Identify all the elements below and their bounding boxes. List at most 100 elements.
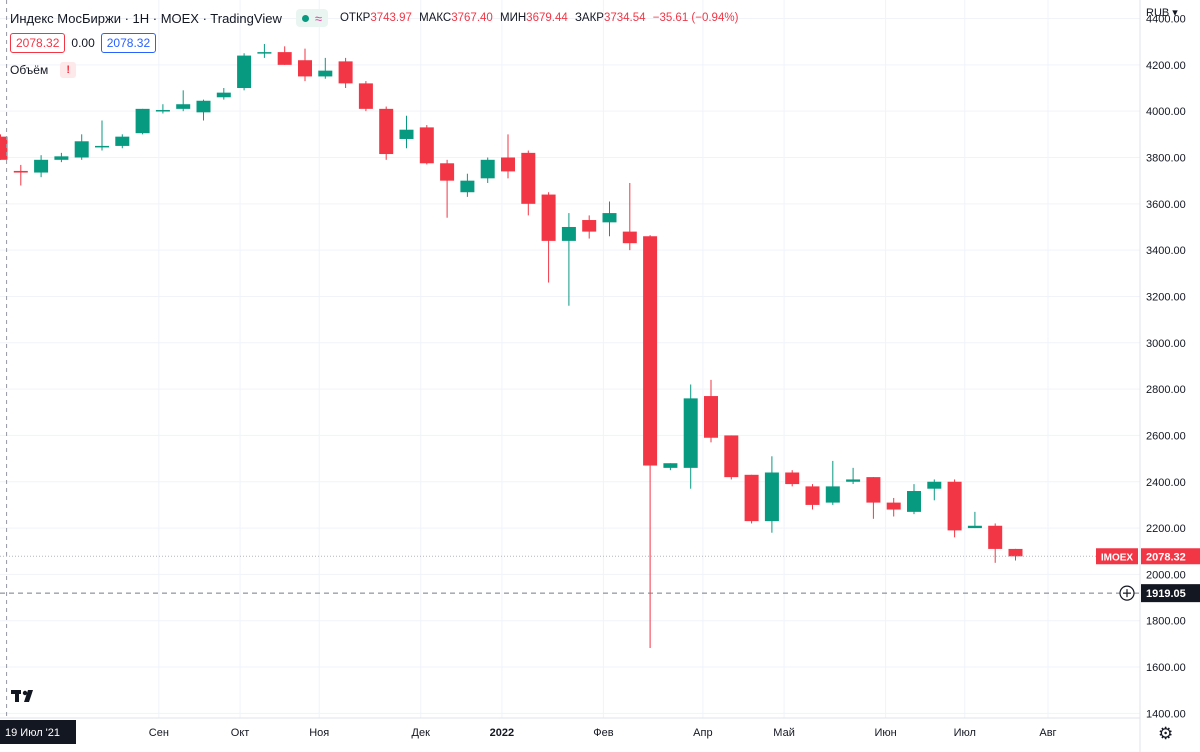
candle-body[interactable] — [561, 226, 576, 241]
candle-body[interactable] — [643, 236, 658, 466]
candle-body[interactable] — [237, 55, 252, 89]
currency-label: RUB — [1146, 6, 1170, 19]
close-label: ЗАКР — [574, 12, 604, 24]
symbol-label: IMOEX — [1101, 552, 1134, 563]
candle-body[interactable] — [176, 104, 191, 109]
candle-body[interactable] — [13, 170, 28, 173]
high-label: МАКС — [419, 12, 452, 24]
tradingview-logo-shape — [11, 690, 33, 702]
data-delay-wave-icon: ≈ — [314, 10, 322, 26]
candle-body[interactable] — [196, 100, 211, 113]
chevron-down-icon: ▾ — [1172, 7, 1178, 19]
candle-body[interactable] — [886, 502, 901, 510]
candle-body[interactable] — [785, 472, 800, 485]
candle-body[interactable] — [764, 472, 779, 522]
volume-label[interactable]: Объём — [10, 63, 49, 77]
candle-body[interactable] — [947, 481, 962, 531]
candle-body[interactable] — [988, 525, 1003, 549]
candle-body[interactable] — [298, 60, 312, 77]
candle-body[interactable] — [135, 108, 150, 134]
x-tick-label: Фев — [593, 727, 613, 739]
candle-body[interactable] — [724, 435, 739, 478]
x-tick-label: 2022 — [490, 727, 514, 739]
candle-body[interactable] — [866, 477, 881, 503]
y-tick-label: 1800.00 — [1146, 616, 1186, 628]
candle-body[interactable] — [927, 481, 942, 489]
x-tick-label: Окт — [231, 727, 250, 739]
candle-body[interactable] — [582, 220, 597, 232]
y-tick-label: 2600.00 — [1146, 430, 1186, 442]
settings-gear-icon[interactable]: ⚙ — [1158, 724, 1174, 743]
candle-body[interactable] — [704, 396, 718, 438]
y-tick-label: 4400.00 — [1146, 14, 1186, 26]
time-axis[interactable]: 19 Июл '21 Сен Окт Ноя Дек 2022 Фев Апр Май Июн Ию… — [0, 720, 1057, 744]
candle-body[interactable] — [846, 479, 861, 482]
candle-body[interactable] — [0, 136, 8, 160]
candle-body[interactable] — [967, 525, 982, 529]
volume-indicator-row[interactable]: Объём ! — [10, 62, 77, 78]
currency-selector[interactable]: RUB ▾ — [1146, 6, 1178, 20]
crosshair-date-box — [0, 720, 76, 744]
y-tick-label: 4200.00 — [1146, 60, 1186, 72]
x-tick-label: Сен — [149, 727, 169, 739]
y-tick-label: 3200.00 — [1146, 291, 1186, 303]
y-tick-label: 2200.00 — [1146, 523, 1186, 535]
low-label: МИН — [500, 12, 527, 24]
candle-body[interactable] — [34, 159, 49, 173]
candle-body[interactable] — [277, 52, 292, 65]
high-value: 3767.40 — [451, 12, 493, 24]
candle-body[interactable] — [155, 110, 170, 112]
candle-body[interactable] — [541, 194, 556, 241]
candle-body[interactable] — [501, 157, 515, 172]
crosshair-price-label: 1919.05 — [1146, 588, 1186, 600]
candle-body[interactable] — [54, 156, 69, 160]
candle-body[interactable] — [521, 152, 536, 204]
buy-price-box[interactable]: 2078.32 — [100, 33, 157, 53]
candle-body[interactable] — [663, 463, 678, 468]
price-boxes: 2078.32 0.00 2078.32 — [10, 33, 157, 53]
y-tick-label: 3600.00 — [1146, 199, 1186, 211]
crosshair-price-box — [1141, 584, 1200, 603]
candle-body[interactable] — [602, 213, 617, 223]
candle-body[interactable] — [74, 141, 89, 158]
price-axis[interactable]: 1400.00 1600.00 1800.00 2000.00 2200.00 2400.… — [1146, 14, 1186, 721]
x-tick-label: Апр — [693, 727, 712, 739]
candle-body[interactable] — [744, 474, 759, 522]
close-value: 3734.54 — [603, 12, 646, 24]
candle-body[interactable] — [115, 136, 130, 146]
candle-body[interactable] — [480, 159, 495, 179]
warning-icon[interactable]: ! — [60, 62, 77, 78]
candles-group — [0, 44, 1023, 649]
candle-body[interactable] — [440, 163, 455, 181]
candle-body[interactable] — [318, 70, 333, 77]
ohlc-values: ОТКР3743.97 МАКС3767.40 МИН3679.44 ЗАКР3… — [340, 12, 742, 24]
open-value: 3743.97 — [370, 12, 412, 24]
candle-body[interactable] — [216, 92, 231, 98]
candle-body[interactable] — [622, 231, 637, 244]
candle-body[interactable] — [257, 52, 272, 54]
x-tick-label: Дек — [412, 727, 431, 739]
candle-body[interactable] — [399, 129, 414, 139]
low-value: 3679.44 — [526, 12, 568, 24]
candle-body[interactable] — [805, 486, 820, 505]
sell-price-box[interactable]: 2078.32 — [10, 33, 66, 53]
symbol-title[interactable]: Индекс МосБиржи · 1Н · MOEX · TradingVie… — [10, 10, 282, 26]
candle-body[interactable] — [95, 145, 109, 148]
candle-body[interactable] — [460, 180, 475, 193]
y-tick-label: 3400.00 — [1146, 245, 1186, 257]
candle-body[interactable] — [825, 486, 840, 503]
change-value: −35.61 (−0.94%) — [652, 12, 739, 24]
candle-body[interactable] — [907, 491, 921, 512]
market-status-pill[interactable]: ≈ — [295, 9, 328, 27]
candle-body[interactable] — [683, 398, 698, 468]
candle-body[interactable] — [379, 108, 394, 155]
last-price-box — [1141, 548, 1200, 565]
candle-body[interactable] — [338, 61, 353, 84]
x-tick-label-highlighted: 19 Июл '21 — [5, 727, 60, 739]
tradingview-logo-icon[interactable] — [10, 686, 40, 710]
open-label: ОТКР — [339, 12, 371, 24]
candle-body[interactable] — [1008, 548, 1023, 557]
candle-body[interactable] — [358, 83, 373, 109]
candle-body[interactable] — [419, 127, 434, 164]
